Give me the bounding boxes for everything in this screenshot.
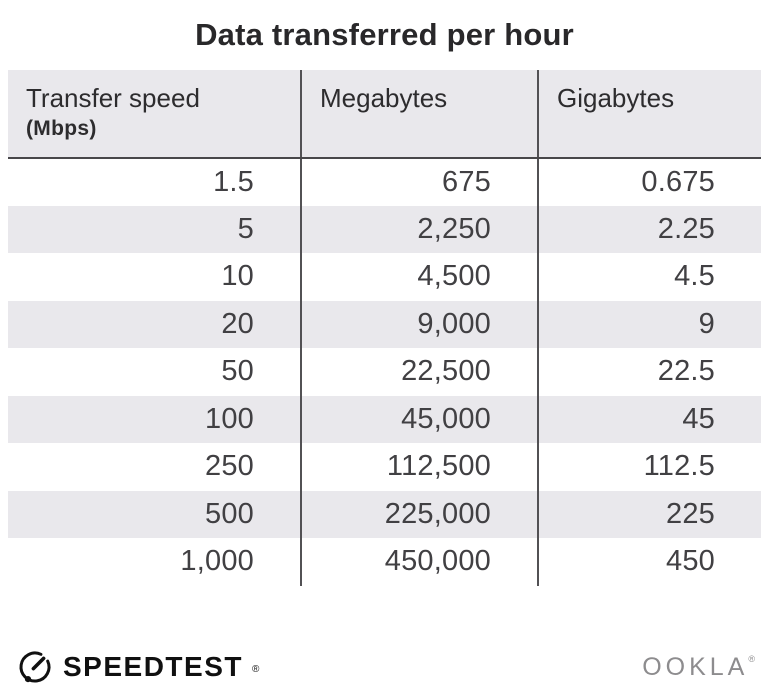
- cell-gigabytes: 22.5: [538, 348, 761, 396]
- ookla-wordmark: OOKLA: [642, 652, 749, 681]
- cell-gigabytes: 0.675: [538, 158, 761, 206]
- cell-speed: 500: [8, 490, 302, 538]
- cell-speed: 10: [8, 253, 302, 301]
- speedtest-wordmark: SPEEDTEST: [63, 651, 243, 682]
- column-header-label: Transfer speed: [26, 83, 200, 113]
- cell-megabytes: 450,000: [301, 538, 539, 586]
- cell-megabytes: 112,500: [301, 443, 539, 491]
- cell-speed: 1.5: [8, 158, 302, 206]
- table-row: 10 4,500 4.5: [8, 253, 761, 301]
- cell-megabytes: 675: [301, 158, 539, 206]
- cell-gigabytes: 112.5: [538, 443, 761, 491]
- table-row: 250 112,500 112.5: [8, 443, 761, 491]
- column-header-transfer-speed: Transfer speed (Mbps): [8, 70, 302, 159]
- cell-gigabytes: 4.5: [538, 253, 761, 301]
- footer: SPEEDTEST ® OOKLA®: [16, 648, 755, 686]
- cell-megabytes: 9,000: [301, 300, 539, 348]
- column-header-unit: (Mbps): [26, 117, 97, 140]
- speedtest-logo: SPEEDTEST ®: [16, 648, 259, 686]
- table-row: 20 9,000 9: [8, 300, 761, 348]
- cell-speed: 250: [8, 443, 302, 491]
- cell-speed: 1,000: [8, 538, 302, 586]
- cell-speed: 20: [8, 300, 302, 348]
- cell-megabytes: 2,250: [301, 205, 539, 253]
- table-row: 1,000 450,000 450: [8, 538, 761, 586]
- table-row: 100 45,000 45: [8, 395, 761, 443]
- cell-megabytes: 225,000: [301, 490, 539, 538]
- data-table: Transfer speed (Mbps) Megabytes Gigabyte…: [8, 70, 761, 586]
- page-title: Data transferred per hour: [195, 17, 574, 52]
- table-body: 1.5 675 0.675 5 2,250 2.25 10 4,500 4.5 …: [8, 158, 761, 586]
- cell-speed: 50: [8, 348, 302, 396]
- cell-megabytes: 45,000: [301, 395, 539, 443]
- header-row: Transfer speed (Mbps) Megabytes Gigabyte…: [8, 70, 761, 159]
- table-row: 500 225,000 225: [8, 490, 761, 538]
- table-row: 50 22,500 22.5: [8, 348, 761, 396]
- cell-gigabytes: 450: [538, 538, 761, 586]
- column-header-gigabytes: Gigabytes: [538, 70, 761, 159]
- speedometer-gauge-icon: [19, 651, 51, 683]
- cell-megabytes: 22,500: [301, 348, 539, 396]
- registered-trademark-icon: ®: [748, 653, 755, 664]
- cell-gigabytes: 9: [538, 300, 761, 348]
- cell-speed: 100: [8, 395, 302, 443]
- table-row: 5 2,250 2.25: [8, 205, 761, 253]
- cell-gigabytes: 225: [538, 490, 761, 538]
- table-header: Transfer speed (Mbps) Megabytes Gigabyte…: [8, 70, 761, 159]
- ookla-logo: OOKLA®: [642, 653, 755, 682]
- table-row: 1.5 675 0.675: [8, 158, 761, 206]
- registered-trademark-icon: ®: [251, 663, 260, 675]
- cell-gigabytes: 45: [538, 395, 761, 443]
- cell-megabytes: 4,500: [301, 253, 539, 301]
- cell-gigabytes: 2.25: [538, 205, 761, 253]
- column-header-megabytes: Megabytes: [301, 70, 539, 159]
- cell-speed: 5: [8, 205, 302, 253]
